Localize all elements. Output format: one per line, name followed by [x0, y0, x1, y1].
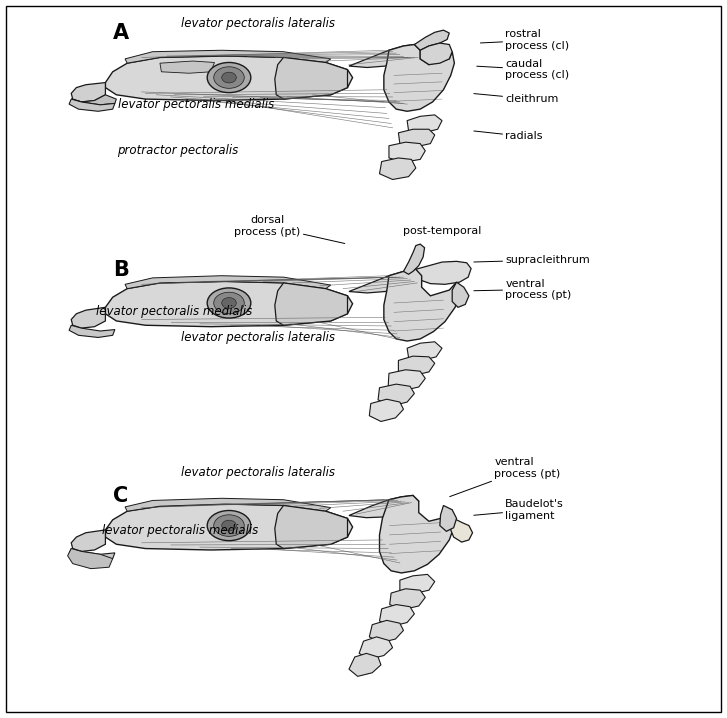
Polygon shape: [125, 276, 331, 289]
Text: ventral
process (pt): ventral process (pt): [474, 279, 571, 300]
Text: B: B: [113, 260, 129, 280]
Polygon shape: [160, 61, 214, 73]
Polygon shape: [275, 57, 348, 99]
Text: post-temporal: post-temporal: [403, 225, 482, 236]
Polygon shape: [71, 530, 105, 551]
Text: dorsal
process (pt): dorsal process (pt): [234, 215, 345, 243]
Polygon shape: [440, 505, 457, 531]
Polygon shape: [384, 269, 459, 341]
Ellipse shape: [207, 62, 251, 93]
Polygon shape: [69, 99, 115, 111]
Polygon shape: [407, 342, 442, 360]
Polygon shape: [398, 356, 435, 376]
Polygon shape: [369, 620, 403, 643]
Polygon shape: [416, 261, 471, 284]
Ellipse shape: [222, 73, 236, 83]
Polygon shape: [400, 574, 435, 594]
Polygon shape: [379, 495, 454, 573]
Text: supracleithrum: supracleithrum: [474, 255, 590, 265]
Polygon shape: [389, 142, 425, 162]
Ellipse shape: [214, 67, 244, 88]
Polygon shape: [349, 653, 381, 676]
Text: Baudelot's
ligament: Baudelot's ligament: [474, 499, 564, 521]
Text: radials: radials: [474, 131, 543, 141]
Polygon shape: [388, 370, 425, 391]
Polygon shape: [125, 498, 331, 511]
Polygon shape: [71, 83, 105, 102]
Polygon shape: [349, 269, 422, 293]
Text: levator pectoralis lateralis: levator pectoralis lateralis: [181, 331, 335, 344]
Polygon shape: [390, 589, 425, 610]
Polygon shape: [349, 495, 419, 518]
Polygon shape: [378, 384, 414, 406]
Ellipse shape: [207, 288, 251, 318]
Text: levator pectoralis medialis: levator pectoralis medialis: [119, 98, 274, 111]
Text: caudal
process (cl): caudal process (cl): [477, 59, 569, 80]
Polygon shape: [69, 325, 115, 337]
Polygon shape: [379, 158, 416, 180]
Polygon shape: [68, 549, 113, 569]
Ellipse shape: [222, 298, 236, 309]
Polygon shape: [398, 129, 435, 147]
Text: levator pectoralis medialis: levator pectoralis medialis: [103, 524, 258, 537]
Text: levator pectoralis lateralis: levator pectoralis lateralis: [181, 17, 335, 30]
Text: ventral
process (pt): ventral process (pt): [450, 457, 561, 497]
Polygon shape: [105, 281, 353, 327]
Polygon shape: [384, 45, 454, 111]
Polygon shape: [105, 56, 353, 101]
Polygon shape: [452, 282, 469, 307]
Polygon shape: [125, 50, 331, 63]
Text: A: A: [113, 23, 129, 43]
Polygon shape: [275, 283, 348, 325]
Text: protractor pectoralis: protractor pectoralis: [118, 144, 238, 157]
Ellipse shape: [222, 520, 236, 531]
Text: levator pectoralis medialis: levator pectoralis medialis: [97, 305, 252, 318]
Polygon shape: [349, 45, 420, 67]
Polygon shape: [451, 518, 473, 542]
Polygon shape: [379, 605, 414, 626]
Text: C: C: [113, 486, 128, 506]
Polygon shape: [420, 43, 452, 65]
Polygon shape: [414, 30, 449, 50]
Polygon shape: [369, 399, 403, 421]
Text: cleithrum: cleithrum: [474, 93, 558, 104]
Polygon shape: [359, 637, 393, 659]
Ellipse shape: [214, 515, 244, 536]
Ellipse shape: [214, 292, 244, 314]
Text: levator pectoralis lateralis: levator pectoralis lateralis: [181, 466, 335, 479]
Polygon shape: [275, 505, 348, 549]
Polygon shape: [407, 115, 442, 133]
Polygon shape: [105, 504, 353, 550]
Polygon shape: [71, 307, 105, 328]
Ellipse shape: [207, 510, 251, 541]
Polygon shape: [403, 244, 425, 274]
Polygon shape: [69, 549, 115, 561]
Polygon shape: [71, 95, 116, 105]
Text: rostral
process (cl): rostral process (cl): [481, 29, 569, 51]
